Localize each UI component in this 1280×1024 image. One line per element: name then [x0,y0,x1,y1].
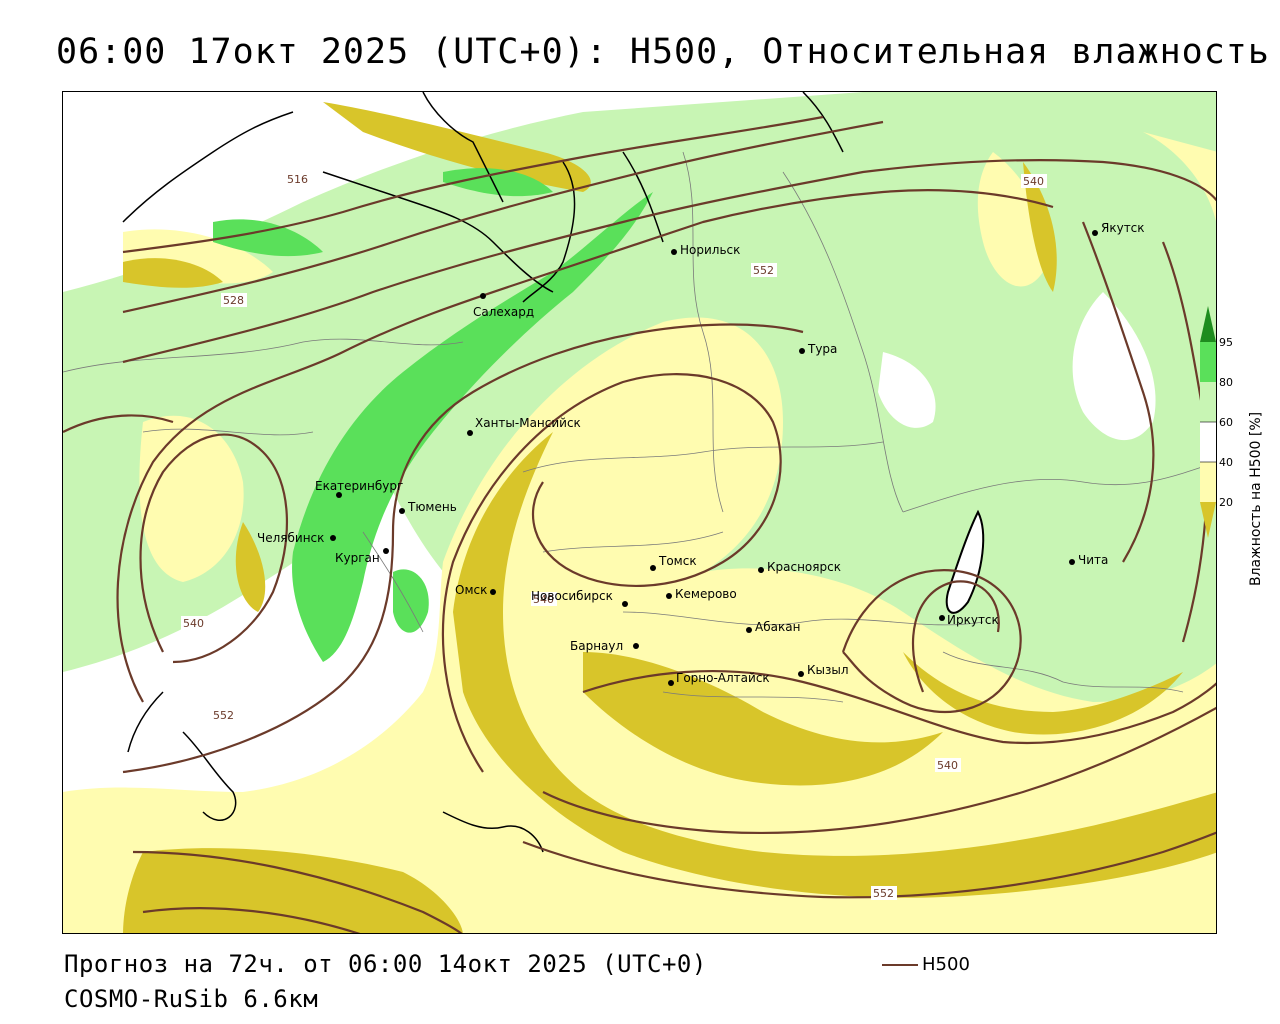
city-dot-barnaul[interactable] [633,643,639,649]
city-label-novosibirsk: Новосибирск [531,589,613,603]
city-label-chelyabinsk: Челябинск [257,531,324,545]
forecast-info: Прогноз на 72ч. от 06:00 14окт 2025 (UTC… [64,950,707,978]
city-markers: Якутск Норильск Салехард Тура Ханты-Манс… [257,221,1145,686]
city-dot-tomsk[interactable] [650,565,656,571]
humidity-colorbar: 95 80 60 40 20 [1200,306,1280,546]
contour-label-540-ne: 540 [1023,175,1044,188]
city-dot-krasnoyarsk[interactable] [758,567,764,573]
weather-map-svg: 516 528 540 552 540 552 540 540 552 Якут… [63,92,1216,933]
contour-label-516: 516 [287,173,308,186]
contour-label-540-c: 540 [533,593,554,606]
h500-line-swatch [882,963,918,966]
city-label-krasnoyarsk: Красноярск [767,560,841,574]
city-dot-gorno-altaysk[interactable] [668,680,674,686]
colorbar-swatch-60-80 [1200,382,1216,422]
colorbar-swatch-80-95 [1200,342,1216,382]
map-area[interactable]: 516 528 540 552 540 552 540 540 552 Якут… [62,91,1217,934]
city-dot-yakutsk[interactable] [1092,230,1098,236]
model-name: COSMO-RuSib 6.6км [64,985,319,1013]
h500-line-legend: H500 [882,954,970,975]
h500-contours [63,115,1216,933]
contour-label-552-w: 552 [213,709,234,722]
city-dot-khanty-mansiysk[interactable] [467,430,473,436]
colorbar-swatch-lt20 [1200,502,1216,538]
city-dot-ekaterinburg[interactable] [336,492,342,498]
city-label-irkutsk: Иркутск [947,613,999,627]
city-label-yakutsk: Якутск [1101,221,1145,235]
city-dot-omsk[interactable] [490,589,496,595]
contour-label-540-se: 540 [937,759,958,772]
city-label-khanty-mansiysk: Ханты-Мансийск [475,416,581,430]
h500-line-legend-label: H500 [922,954,970,975]
coastlines [122,92,844,853]
colorbar-tick-95: 95 [1219,336,1233,349]
city-label-gorno-altaysk: Горно-Алтайск [676,671,770,685]
colorbar-tick-80: 80 [1219,376,1233,389]
city-label-omsk: Омск [455,583,487,597]
contour-label-552-n: 552 [753,264,774,277]
city-dot-chita[interactable] [1069,559,1075,565]
city-label-tura: Тура [807,342,837,356]
city-label-kurgan: Курган [335,551,380,565]
region-borders [63,151,1216,703]
city-label-barnaul: Барнаул [570,639,623,653]
city-label-norilsk: Норильск [680,243,740,257]
city-dot-tura[interactable] [799,348,805,354]
city-label-tyumen: Тюмень [407,500,457,514]
colorbar-swatch-gt95 [1200,306,1216,342]
colorbar-svg: 95 80 60 40 20 [1200,306,1233,538]
colorbar-swatch-40-60 [1200,422,1216,462]
colorbar-tick-20: 20 [1219,496,1233,509]
colorbar-swatch-20-40 [1200,462,1216,502]
city-dot-salekhard[interactable] [480,293,486,299]
map-title: 06:00 17окт 2025 (UTC+0): H500, Относите… [56,32,1270,72]
city-dot-chelyabinsk[interactable] [330,535,336,541]
city-label-kyzyl: Кызыл [807,663,849,677]
city-dot-kyzyl[interactable] [798,671,804,677]
colorbar-label: Влажность на H500 [%] [1248,411,1264,586]
colorbar-tick-40: 40 [1219,456,1233,469]
city-label-ekaterinburg: Екатеринбург [315,479,403,493]
city-dot-irkutsk[interactable] [939,615,945,621]
city-label-abakan: Абакан [755,620,800,634]
contour-label-528: 528 [223,294,244,307]
city-dot-tyumen[interactable] [399,508,405,514]
contour-label-540-w: 540 [183,617,204,630]
city-label-tomsk: Томск [658,554,697,568]
city-dot-kemerovo[interactable] [666,593,672,599]
city-label-salekhard: Салехард [473,305,534,319]
city-dot-kurgan[interactable] [383,548,389,554]
city-dot-norilsk[interactable] [671,249,677,255]
city-dot-abakan[interactable] [746,627,752,633]
humidity-fields [63,92,1216,933]
city-dot-novosibirsk[interactable] [622,601,628,607]
city-label-chita: Чита [1078,553,1108,567]
contour-label-552-s: 552 [873,887,894,900]
colorbar-tick-60: 60 [1219,416,1233,429]
city-label-kemerovo: Кемерово [675,587,737,601]
contour-labels: 516 528 540 552 540 552 540 540 552 [181,172,1047,900]
